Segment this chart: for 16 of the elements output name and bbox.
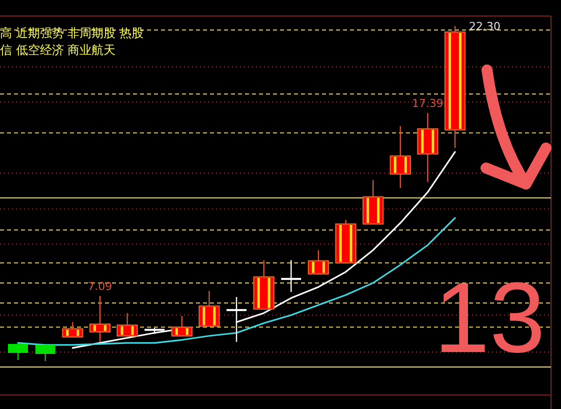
candlestick <box>308 250 330 274</box>
annotation: 高 近期强势 非周期股 热股 <box>0 26 144 40</box>
candlestick <box>62 322 84 338</box>
candlestick <box>390 126 411 189</box>
candlestick <box>198 290 220 327</box>
annotation: 信 低空经济 商业航天 <box>0 43 116 57</box>
candlestick <box>8 343 28 361</box>
candlestick <box>89 295 111 343</box>
annotation: 17.39 <box>412 97 444 110</box>
candlestick <box>35 344 56 362</box>
candlestick <box>116 312 138 336</box>
candlestick <box>226 296 246 343</box>
candlestick <box>171 316 192 336</box>
candlestick <box>281 260 302 293</box>
annotation: 22.30 <box>469 20 500 33</box>
annotation: 7.09 <box>88 280 112 294</box>
